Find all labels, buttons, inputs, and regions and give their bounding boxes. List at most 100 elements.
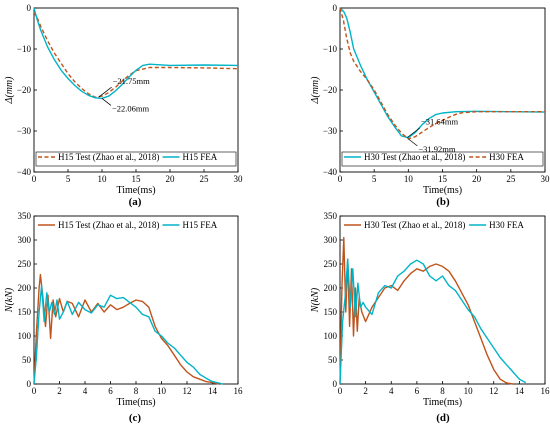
series-line-2 bbox=[339, 258, 527, 385]
y-tick-label: 350 bbox=[18, 211, 32, 221]
legend-entry: H15 Test (Zhao et al., 2018) bbox=[58, 152, 159, 162]
x-tick-label: 6 bbox=[415, 386, 420, 396]
chart-panel-1: 0 5 10 15 20 25 30 0 −10 −20 −30 −40 Time(ms) Δ(mm) −2… bbox=[4, 3, 243, 208]
x-tick-label: 30 bbox=[234, 174, 244, 184]
y-tick-label: −20 bbox=[323, 85, 338, 95]
y-tick-label: 0 bbox=[333, 3, 338, 13]
x-tick-label: 2 bbox=[57, 386, 62, 396]
x-tick-label: 5 bbox=[372, 174, 377, 184]
panel-label: (a) bbox=[129, 196, 142, 208]
y-axis-label: Δ(mm) bbox=[310, 76, 321, 105]
annotation-leader bbox=[98, 86, 112, 98]
legend-entry: H30 Test (Zhao et al., 2018) bbox=[364, 152, 465, 162]
y-tick-label: 250 bbox=[324, 259, 338, 269]
y-tick-label: −30 bbox=[17, 126, 32, 136]
annotation-label: −22.06mm bbox=[112, 103, 150, 113]
plot-frame bbox=[33, 7, 239, 173]
x-tick-label: 4 bbox=[83, 386, 88, 396]
series-line-1 bbox=[339, 236, 514, 385]
legend-entry: H15 Test (Zhao et al., 2018) bbox=[58, 220, 159, 230]
panel-label: (b) bbox=[436, 196, 450, 208]
legend-entry: H30 Test (Zhao et al., 2018) bbox=[364, 220, 465, 230]
series-line-2 bbox=[33, 284, 223, 385]
y-tick-label: −10 bbox=[323, 44, 338, 54]
y-tick-label: 100 bbox=[324, 331, 338, 341]
y-tick-label: 0 bbox=[333, 379, 338, 389]
y-tick-label: −40 bbox=[323, 167, 338, 177]
y-tick-label: 250 bbox=[18, 259, 32, 269]
y-tick-label: 0 bbox=[27, 379, 32, 389]
y-tick-label: 300 bbox=[324, 235, 338, 245]
chart-panel-2: 0 5 10 15 20 25 30 0 −10 −20 −30 −40 Time(ms) Δ(mm) −3… bbox=[310, 3, 550, 208]
legend-box bbox=[341, 151, 544, 167]
series-line-2 bbox=[339, 7, 545, 140]
x-tick-label: 16 bbox=[541, 386, 550, 396]
x-tick-label: 15 bbox=[438, 174, 448, 184]
x-tick-label: 6 bbox=[108, 386, 113, 396]
y-tick-label: 200 bbox=[324, 283, 338, 293]
annotation-label: −21.75mm bbox=[113, 76, 151, 86]
x-axis-label: Time(ms) bbox=[423, 185, 462, 196]
y-tick-label: 150 bbox=[18, 307, 32, 317]
y-axis-label: N(kN) bbox=[4, 287, 15, 313]
x-tick-label: 25 bbox=[200, 174, 210, 184]
x-tick-label: 15 bbox=[132, 174, 142, 184]
x-tick-label: 14 bbox=[515, 386, 525, 396]
plot-frame bbox=[339, 215, 546, 385]
y-tick-label: −30 bbox=[323, 126, 338, 136]
x-tick-label: 10 bbox=[157, 386, 167, 396]
y-tick-label: −10 bbox=[17, 44, 32, 54]
panel-label: (c) bbox=[129, 412, 142, 424]
x-tick-label: 5 bbox=[66, 174, 71, 184]
x-axis-label: Time(ms) bbox=[423, 397, 462, 408]
series-line-1 bbox=[339, 7, 546, 139]
y-tick-label: 350 bbox=[324, 211, 338, 221]
y-axis-label: N(kN) bbox=[310, 287, 321, 313]
x-tick-label: 4 bbox=[389, 386, 394, 396]
annotation-leader bbox=[406, 127, 421, 139]
y-tick-label: 50 bbox=[22, 355, 32, 365]
x-tick-label: 0 bbox=[338, 386, 343, 396]
y-tick-label: 0 bbox=[27, 3, 32, 13]
legend-entry: H15 FEA bbox=[183, 220, 218, 230]
x-tick-label: 12 bbox=[489, 386, 498, 396]
x-tick-label: 8 bbox=[134, 386, 139, 396]
x-axis-label: Time(ms) bbox=[116, 397, 155, 408]
legend-entry: H15 FEA bbox=[183, 152, 218, 162]
series-line-2 bbox=[33, 7, 239, 100]
annotation-label: −31.64mm bbox=[421, 117, 459, 127]
x-tick-label: 10 bbox=[404, 174, 414, 184]
y-tick-label: 200 bbox=[18, 283, 32, 293]
x-axis-label: Time(ms) bbox=[116, 185, 155, 196]
y-tick-label: −40 bbox=[17, 167, 32, 177]
x-tick-label: 2 bbox=[363, 386, 368, 396]
x-tick-label: 16 bbox=[234, 386, 244, 396]
x-tick-label: 0 bbox=[32, 386, 37, 396]
chart-panel-4: 0 2 4 6 8 10 12 14 16 0 50 100 150 200 250 300 350 Time(m… bbox=[310, 211, 550, 424]
x-tick-label: 12 bbox=[183, 386, 192, 396]
x-tick-label: 0 bbox=[338, 174, 343, 184]
annotation-leader bbox=[408, 138, 418, 147]
x-tick-label: 8 bbox=[440, 386, 445, 396]
legend-box bbox=[35, 151, 237, 167]
y-tick-label: 100 bbox=[18, 331, 32, 341]
chart-panel-3: 0 2 4 6 8 10 12 14 16 0 50 100 150 200 250 300 350 Time(m… bbox=[4, 211, 243, 424]
y-tick-label: −20 bbox=[17, 85, 32, 95]
x-tick-label: 30 bbox=[541, 174, 550, 184]
x-tick-label: 10 bbox=[98, 174, 108, 184]
x-tick-label: 14 bbox=[208, 386, 218, 396]
legend-entry: H30 FEA bbox=[489, 152, 524, 162]
y-axis-label: Δ(mm) bbox=[4, 76, 15, 105]
annotation-leader bbox=[101, 98, 112, 106]
y-tick-label: 150 bbox=[324, 307, 338, 317]
series-line-1 bbox=[33, 273, 220, 385]
x-tick-label: 20 bbox=[166, 174, 176, 184]
panel-label: (d) bbox=[436, 412, 450, 424]
y-tick-label: 50 bbox=[328, 355, 338, 365]
x-tick-label: 25 bbox=[506, 174, 516, 184]
legend-entry: H30 FEA bbox=[489, 220, 524, 230]
annotation-label: −31.92mm bbox=[418, 144, 456, 154]
x-tick-label: 0 bbox=[32, 174, 37, 184]
x-tick-label: 20 bbox=[472, 174, 482, 184]
